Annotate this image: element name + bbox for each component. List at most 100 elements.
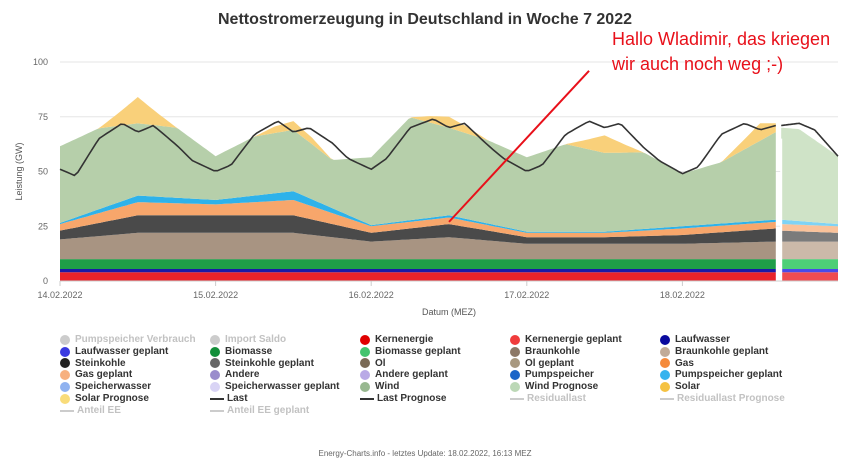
legend-line-swatch <box>660 397 674 400</box>
y-tick-label: 0 <box>43 276 48 286</box>
x-tick-label: 17.02.2022 <box>504 290 549 300</box>
legend-item[interactable]: Last Prognose <box>360 393 510 405</box>
area-biomasse-geplant <box>781 259 838 269</box>
legend-label: Gas <box>675 357 694 369</box>
legend-item[interactable]: Andere <box>210 369 360 381</box>
legend-label: Wind <box>375 381 400 393</box>
legend-dot-swatch <box>210 358 220 369</box>
x-tick-label: 16.02.2022 <box>349 290 394 300</box>
legend-dot-swatch <box>60 370 70 381</box>
legend-item[interactable]: Pumpspeicher geplant <box>660 369 810 381</box>
legend-item[interactable]: Speicherwasser <box>60 381 210 393</box>
legend-dot-swatch <box>660 346 670 357</box>
legend-item[interactable]: Laufwasser geplant <box>60 346 210 358</box>
legend-dot-swatch <box>60 334 70 345</box>
legend-label: Solar Prognose <box>75 392 149 404</box>
legend-item[interactable]: Braunkohle <box>510 346 660 358</box>
annotation-line-1: Hallo Wladimir, das kriegen <box>612 29 831 49</box>
legend-label: Gas geplant <box>75 369 133 381</box>
annotation-arrow <box>448 70 590 223</box>
annotation-text: Hallo Wladimir, das kriegen wir auch noc… <box>612 27 830 77</box>
load-lines <box>59 118 839 177</box>
area-steinkohle-geplant <box>781 230 838 242</box>
legend-item[interactable]: Öl geplant <box>510 358 660 370</box>
legend-line-swatch <box>360 397 374 400</box>
legend-dot-swatch <box>510 334 520 345</box>
legend-label: Laufwasser <box>675 334 731 345</box>
y-axis-title: Leistung (GW) <box>14 142 24 200</box>
legend-dot-swatch <box>60 382 70 393</box>
legend-item[interactable]: Biomasse <box>210 346 360 358</box>
legend-item[interactable]: Laufwasser <box>660 334 810 346</box>
legend-line-swatch <box>210 409 224 412</box>
footer-credit: Energy-Charts.info - letztes Update: 18.… <box>318 449 532 458</box>
y-tick-label: 25 <box>38 221 48 231</box>
legend-item[interactable]: Gas geplant <box>60 369 210 381</box>
legend-item[interactable]: Wind <box>360 381 510 393</box>
legend-item[interactable]: Residuallast <box>510 393 660 405</box>
legend-item[interactable]: Wind Prognose <box>510 381 660 393</box>
area-kernenergie <box>60 272 776 281</box>
legend: Pumpspeicher Verbrauch Import Saldo Kernen… <box>60 334 840 417</box>
legend-item[interactable]: Residuallast Prognose <box>660 393 810 405</box>
y-tick-label: 100 <box>33 57 48 67</box>
area-braunkohle <box>60 232 776 260</box>
legend-dot-swatch <box>210 334 220 345</box>
legend-label: Andere geplant <box>375 369 448 381</box>
legend-label: Biomasse geplant <box>375 345 461 357</box>
legend-line-swatch <box>510 397 524 400</box>
area-braunkohle-geplant <box>781 241 838 260</box>
legend-item[interactable]: Steinkohle geplant <box>210 358 360 370</box>
y-tick-label: 75 <box>38 112 48 122</box>
legend-label: Residuallast Prognose <box>677 392 785 404</box>
legend-label: Pumpspeicher <box>525 369 594 381</box>
legend-dot-swatch <box>660 382 670 393</box>
legend-dot-swatch <box>60 358 70 369</box>
line-last-prognose <box>781 122 839 157</box>
legend-item[interactable]: Solar <box>660 381 810 393</box>
legend-label: Andere <box>225 369 260 381</box>
legend-label: Last <box>227 392 248 404</box>
legend-item[interactable]: Anteil EE geplant <box>210 405 360 417</box>
legend-label: Import Saldo <box>225 334 287 345</box>
legend-item[interactable]: Pumpspeicher Verbrauch <box>60 334 210 346</box>
legend-item[interactable]: Andere geplant <box>360 369 510 381</box>
annotation-arrow-group <box>448 70 590 223</box>
legend-line-swatch <box>60 409 74 412</box>
area-laufwasser <box>60 269 776 273</box>
legend-item[interactable]: Pumpspeicher <box>510 369 660 381</box>
forecast-areas <box>780 127 838 281</box>
legend-label: Speicherwasser <box>75 381 152 393</box>
legend-dot-swatch <box>210 346 220 357</box>
area-biomasse <box>60 259 776 269</box>
legend-item[interactable]: Kernenergie <box>360 334 510 346</box>
legend-item[interactable]: Biomasse geplant <box>360 346 510 358</box>
area-pumpspeicher <box>60 191 776 233</box>
legend-item[interactable]: Steinkohle <box>60 358 210 370</box>
legend-item[interactable]: Last <box>210 393 360 405</box>
legend-label: Wind Prognose <box>525 381 599 393</box>
area-pumpspeicher-geplant <box>781 219 838 227</box>
legend-item[interactable]: Öl <box>360 358 510 370</box>
legend-dot-swatch <box>510 358 520 369</box>
legend-dot-swatch <box>360 346 370 357</box>
legend-item[interactable]: Kernenergie geplant <box>510 334 660 346</box>
area-laufwasser-geplant <box>781 269 838 273</box>
legend-dot-swatch <box>360 370 370 381</box>
legend-label: Laufwasser geplant <box>75 345 169 357</box>
legend-item[interactable]: Speicherwasser geplant <box>210 381 360 393</box>
legend-label: Biomasse <box>225 345 273 357</box>
legend-item[interactable]: Braunkohle geplant <box>660 346 810 358</box>
legend-label: Anteil EE geplant <box>227 404 310 416</box>
legend-item[interactable]: Gas <box>660 358 810 370</box>
area-wind <box>60 117 776 232</box>
legend-dot-swatch <box>360 358 370 369</box>
legend-label: Speicherwasser geplant <box>225 381 340 393</box>
legend-item[interactable]: Import Saldo <box>210 334 360 346</box>
legend-dot-swatch <box>60 393 70 404</box>
legend-label: Braunkohle geplant <box>675 345 769 357</box>
legend-item[interactable]: Anteil EE <box>60 405 210 417</box>
legend-item[interactable]: Solar Prognose <box>60 393 210 405</box>
legend-dot-swatch <box>210 382 220 393</box>
legend-dot-swatch <box>60 346 70 357</box>
